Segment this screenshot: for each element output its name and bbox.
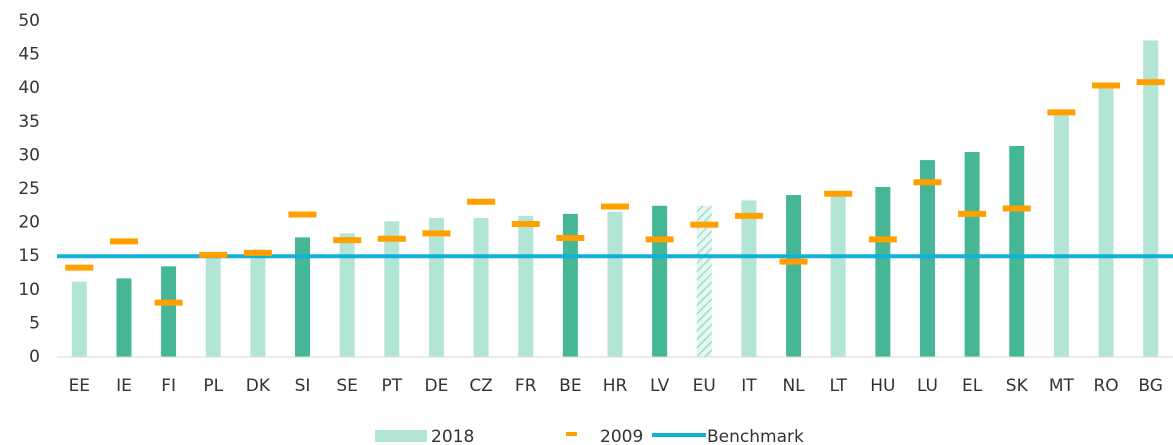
x-tick-label: DK — [246, 376, 271, 396]
bar — [652, 205, 668, 357]
legend-label: 2018 — [431, 427, 474, 445]
x-tick-label: LV — [650, 376, 670, 396]
x-tick-label: LU — [917, 376, 938, 396]
bar — [205, 254, 221, 357]
bar — [1009, 145, 1025, 357]
bar — [161, 266, 177, 357]
x-tick-label: MT — [1049, 376, 1075, 396]
y-tick-label: 25 — [18, 179, 40, 199]
x-tick-label: RO — [1093, 376, 1118, 396]
x-tick-label: CZ — [469, 376, 493, 396]
x-tick-label: PT — [381, 376, 402, 396]
x-tick-label: EL — [962, 376, 983, 396]
bar — [875, 186, 891, 357]
y-tick-label: 5 — [29, 313, 40, 333]
bar — [696, 205, 712, 357]
bar — [1098, 88, 1114, 357]
bar — [518, 215, 534, 357]
x-tick-label: BG — [1138, 376, 1163, 396]
bar — [295, 237, 311, 357]
bar — [919, 160, 935, 357]
bar — [786, 195, 802, 357]
x-tick-label: PL — [203, 376, 223, 396]
x-tick-label: DE — [425, 376, 449, 396]
bar — [428, 217, 444, 357]
y-tick-label: 15 — [18, 246, 40, 266]
x-tick-label: EE — [69, 376, 90, 396]
legend-label: Benchmark — [707, 427, 804, 445]
y-tick-label: 40 — [18, 78, 40, 98]
x-tick-label: SK — [1006, 376, 1029, 396]
bar — [607, 211, 623, 357]
bar — [473, 217, 489, 357]
x-tick-label: FI — [161, 376, 176, 396]
bar — [741, 200, 757, 357]
bar — [339, 233, 355, 357]
y-tick-label: 20 — [18, 213, 40, 233]
legend-label: 2009 — [600, 427, 643, 445]
y-tick-label: 45 — [18, 45, 40, 65]
x-tick-label: HR — [603, 376, 628, 396]
x-tick-label: LT — [829, 376, 847, 396]
bar — [250, 249, 266, 357]
bar — [116, 278, 132, 357]
x-tick-label: BE — [559, 376, 581, 396]
y-tick-label: 50 — [18, 11, 40, 31]
x-tick-label: EU — [693, 376, 716, 396]
x-tick-label: HU — [870, 376, 895, 396]
x-tick-label: SE — [336, 376, 358, 396]
x-tick-label: FR — [515, 376, 537, 396]
bar — [562, 213, 578, 357]
bar — [71, 281, 87, 357]
x-tick-label: NL — [782, 376, 805, 396]
bar — [1053, 115, 1069, 357]
y-tick-label: 30 — [18, 145, 40, 165]
x-tick-label: IT — [741, 376, 757, 396]
x-tick-label: SI — [295, 376, 311, 396]
y-tick-label: 10 — [18, 280, 40, 300]
y-tick-label: 35 — [18, 112, 40, 132]
bar — [1143, 40, 1159, 357]
legend-swatch — [375, 430, 427, 442]
bar — [830, 195, 846, 357]
y-tick-label: 0 — [29, 347, 40, 367]
x-tick-label: IE — [116, 376, 132, 396]
